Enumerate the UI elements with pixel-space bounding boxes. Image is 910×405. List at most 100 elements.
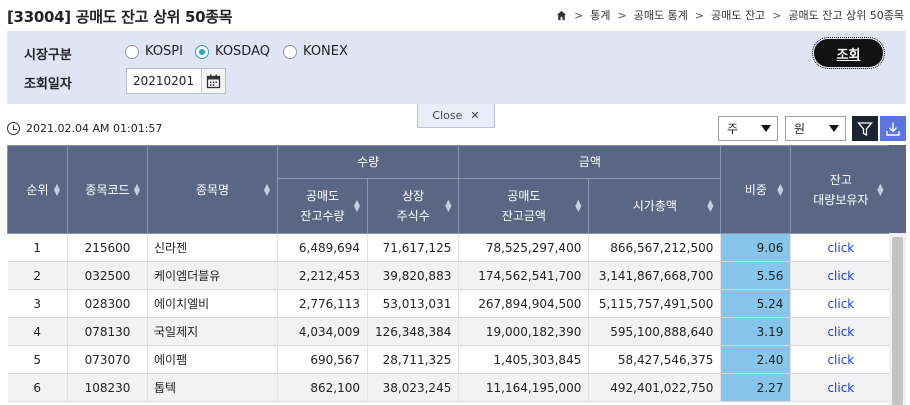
col-holder[interactable]: 잔고 대량보유자 ▲ ▼	[790, 145, 892, 234]
clock-icon	[7, 122, 20, 135]
sort-icon[interactable]: ▲ ▼	[353, 198, 360, 213]
date-value[interactable]: 20210201	[133, 74, 195, 88]
scrollbar-header	[889, 145, 906, 233]
page-title: [33004] 공매도 잔고 상위 50종목	[7, 8, 233, 26]
cell-short-qty: 6,489,694	[277, 233, 368, 262]
cell-rank: 6	[7, 373, 68, 402]
cell-short-qty: 4,034,009	[277, 317, 368, 346]
col-code[interactable]: 종목코드 ▲ ▼	[67, 145, 148, 234]
cell-holder-link[interactable]: click	[790, 261, 892, 290]
currency-unit-select[interactable]: 원	[785, 116, 846, 141]
radio-kospi[interactable]: KOSPI	[125, 44, 183, 59]
cell-holder-link[interactable]: click	[790, 317, 892, 346]
cell-short-amount: 11,164,195,000	[458, 373, 590, 402]
scrollbar-thumb[interactable]	[892, 237, 903, 405]
sort-icon[interactable]: ▲ ▼	[707, 198, 714, 213]
date-label: 조회일자	[24, 77, 72, 92]
sort-icon[interactable]: ▲ ▼	[445, 198, 452, 213]
cell-market-cap: 595,100,888,640	[588, 317, 722, 346]
radio-button-selected[interactable]	[195, 44, 209, 59]
radio-button[interactable]	[125, 44, 139, 59]
download-button[interactable]	[880, 116, 906, 141]
cell-name: 신라젠	[147, 233, 278, 262]
home-icon[interactable]	[556, 10, 567, 21]
search-panel: 시장구분 KOSPI KOSDAQ KONEX 조회일자 20210201 조회	[7, 31, 906, 104]
cell-market-cap: 58,427,546,375	[588, 345, 722, 374]
col-label: 잔고수량	[300, 209, 345, 223]
cell-rank: 2	[7, 261, 68, 290]
chevron-right-icon: >	[574, 8, 584, 22]
currency-unit-value: 원	[794, 122, 806, 136]
chevron-right-icon: >	[617, 8, 627, 22]
breadcrumb-item[interactable]: 공매도 잔고	[711, 9, 766, 22]
cell-name: 국일제지	[147, 317, 278, 346]
cell-ratio: 2.27	[720, 373, 792, 402]
cell-code: 028300	[67, 289, 148, 318]
cell-code: 078130	[67, 317, 148, 346]
sort-icon[interactable]: ▲ ▼	[133, 181, 140, 197]
cell-name: 케이엠더블유	[147, 261, 278, 290]
col-label: 잔고	[829, 172, 852, 187]
market-label: 시장구분	[24, 48, 72, 63]
radio-konex[interactable]: KONEX	[283, 44, 348, 59]
chevron-right-icon: >	[694, 8, 705, 22]
caret-down-icon	[761, 125, 771, 132]
radio-button[interactable]	[283, 44, 297, 59]
cell-holder-link[interactable]: click	[790, 373, 892, 402]
table-row[interactable]: 1 215600 신라젠 6,489,694 71,617,125 78,525,297,…	[7, 233, 892, 262]
radio-label: KOSPI	[145, 44, 183, 59]
table-row[interactable]: 2 032500 케이엠더블유 2,212,453 39,820,883 174,562,…	[7, 261, 892, 290]
table-row[interactable]: 6 108230 톱텍 862,100 38,023,245 11,164,195,000…	[7, 373, 892, 402]
cell-holder-link[interactable]: click	[790, 345, 892, 374]
title-bar: [33004] 공매도 잔고 상위 50종목 > 통계 > 공매도 통계 > 공…	[0, 0, 910, 30]
table-row[interactable]: 5 073070 에이팸 690,567 28,711,325 1,405,303,845…	[7, 345, 892, 374]
cell-holder-link[interactable]: click	[790, 233, 892, 262]
cell-holder-link[interactable]: click	[790, 289, 892, 318]
col-label: 공매도	[507, 189, 541, 203]
close-panel-tab[interactable]: Close ✕	[417, 104, 495, 128]
chevron-right-icon: >	[772, 8, 782, 22]
sort-icon[interactable]: ▲ ▼	[877, 181, 884, 197]
col-label: 주식수	[396, 209, 430, 223]
breadcrumb-item-current: 공매도 잔고 상위 50종목	[788, 9, 904, 22]
col-label: 공매도	[305, 189, 340, 203]
cell-short-qty: 2,212,453	[277, 261, 368, 290]
cell-short-amount: 1,405,303,845	[458, 345, 590, 374]
breadcrumb-item[interactable]: 공매도 통계	[633, 9, 688, 22]
col-rank[interactable]: 순위 ▲ ▼	[7, 145, 68, 234]
breadcrumb-item[interactable]: 통계	[590, 9, 611, 22]
col-listed-shares[interactable]: 상장 주식수 ▲ ▼	[366, 178, 460, 234]
close-icon[interactable]: ✕	[470, 109, 480, 122]
cell-listed-shares: 126,348,384	[367, 317, 460, 346]
sort-icon[interactable]: ▲ ▼	[53, 181, 60, 197]
col-name[interactable]: 종목명 ▲ ▼	[147, 145, 278, 234]
calendar-icon[interactable]	[201, 69, 225, 93]
col-group-quantity: 수량	[276, 145, 460, 179]
filter-button[interactable]	[852, 116, 878, 141]
sort-icon[interactable]: ▲ ▼	[777, 181, 784, 197]
col-market-cap[interactable]: 시가총액 ▲ ▼	[588, 178, 722, 234]
sort-icon[interactable]: ▲ ▼	[263, 181, 270, 197]
cell-rank: 3	[7, 289, 68, 318]
search-button[interactable]: 조회	[812, 37, 885, 69]
cell-market-cap: 5,115,757,491,500	[588, 289, 722, 318]
table-row[interactable]: 4 078130 국일제지 4,034,009 126,348,384 19,000,18…	[7, 317, 892, 346]
col-ratio[interactable]: 비중 ▲ ▼	[720, 145, 792, 234]
cell-short-amount: 267,894,904,500	[458, 289, 590, 318]
sort-icon[interactable]: ▲ ▼	[575, 198, 582, 213]
cell-listed-shares: 28,711,325	[367, 345, 460, 374]
cell-short-qty: 862,100	[277, 373, 368, 402]
col-label: 비중	[744, 182, 767, 197]
cell-rank: 5	[7, 345, 68, 374]
cell-short-qty: 2,776,113	[277, 289, 368, 318]
share-unit-select[interactable]: 주	[718, 116, 778, 141]
cell-code: 215600	[67, 233, 148, 262]
table-scrollbar[interactable]	[889, 145, 906, 405]
table-row[interactable]: 3 028300 에이치엘비 2,776,113 53,013,031 267,894,9…	[7, 289, 892, 318]
col-label: 잔고금액	[501, 209, 546, 223]
cell-ratio: 9.06	[720, 233, 792, 262]
radio-kosdaq[interactable]: KOSDAQ	[195, 44, 270, 59]
date-field[interactable]: 20210201	[126, 68, 226, 94]
